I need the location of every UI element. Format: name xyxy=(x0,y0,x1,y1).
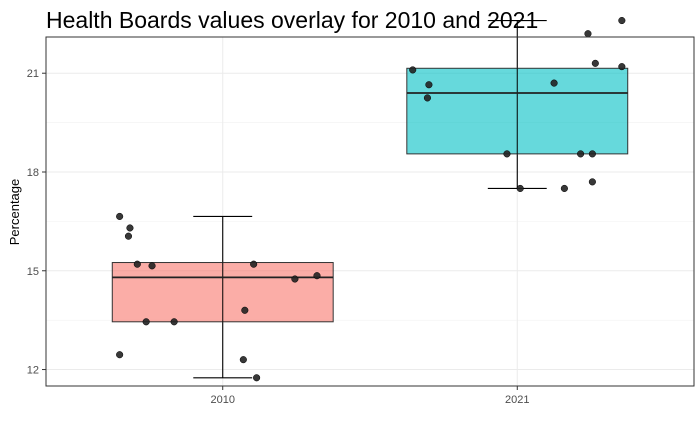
boxes xyxy=(111,19,629,379)
data-point xyxy=(133,260,141,268)
data-point xyxy=(124,232,133,240)
data-point xyxy=(409,66,417,74)
y-tick-label: 12 xyxy=(27,365,39,377)
data-point xyxy=(588,150,596,158)
data-point xyxy=(239,356,247,364)
data-point xyxy=(313,272,321,280)
chart-title: Health Boards values overlay for 2010 an… xyxy=(46,7,538,33)
data-point xyxy=(618,16,626,25)
data-point xyxy=(516,184,524,193)
data-point xyxy=(503,150,511,158)
data-point xyxy=(253,374,261,382)
data-point xyxy=(425,81,433,89)
data-point xyxy=(250,260,258,268)
data-points xyxy=(116,16,626,382)
data-point xyxy=(170,318,178,326)
x-tick-label: 2010 xyxy=(210,394,234,406)
data-point xyxy=(116,212,124,220)
data-point xyxy=(142,318,150,326)
data-point xyxy=(241,306,249,314)
data-point xyxy=(577,150,585,158)
y-axis-title: Percentage xyxy=(7,179,22,246)
data-point xyxy=(584,30,592,38)
axes: 12 15 18 21 2010 2021 xyxy=(27,68,530,406)
data-point xyxy=(423,94,431,102)
data-point xyxy=(591,59,599,67)
data-point xyxy=(148,262,156,270)
data-point xyxy=(550,79,558,87)
data-point xyxy=(560,184,568,193)
data-point xyxy=(618,63,626,71)
y-tick-label: 18 xyxy=(27,167,39,179)
data-point xyxy=(116,351,124,359)
data-point xyxy=(291,275,299,283)
data-point xyxy=(588,178,596,186)
panel-border xyxy=(45,36,695,387)
y-tick-label: 21 xyxy=(27,68,39,80)
y-tick-label: 15 xyxy=(27,266,39,278)
data-point xyxy=(126,224,134,232)
x-tick-label: 2021 xyxy=(505,394,529,406)
